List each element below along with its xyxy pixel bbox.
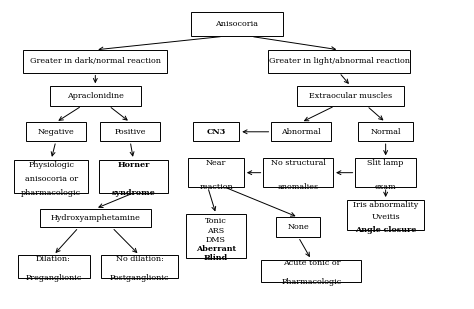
Text: Hydroxyamphetamine: Hydroxyamphetamine bbox=[50, 214, 140, 222]
FancyBboxPatch shape bbox=[18, 255, 90, 278]
Text: Normal: Normal bbox=[370, 128, 401, 136]
FancyBboxPatch shape bbox=[347, 200, 424, 230]
Text: anomalies: anomalies bbox=[278, 183, 319, 191]
Text: Physiologic: Physiologic bbox=[28, 161, 74, 169]
Text: Pharmacologic: Pharmacologic bbox=[281, 278, 341, 286]
FancyBboxPatch shape bbox=[356, 158, 416, 187]
Text: No structural: No structural bbox=[271, 159, 326, 167]
FancyBboxPatch shape bbox=[40, 209, 151, 227]
Text: CN3: CN3 bbox=[207, 128, 226, 136]
Text: Anisocoria: Anisocoria bbox=[216, 20, 258, 28]
Text: None: None bbox=[287, 223, 309, 231]
FancyBboxPatch shape bbox=[358, 122, 413, 141]
Text: Greater in dark/normal reaction: Greater in dark/normal reaction bbox=[30, 57, 161, 65]
FancyBboxPatch shape bbox=[101, 255, 178, 278]
FancyBboxPatch shape bbox=[261, 260, 361, 282]
Text: Acute tonic or: Acute tonic or bbox=[283, 259, 340, 267]
Text: Iris abnormality: Iris abnormality bbox=[353, 201, 418, 209]
FancyBboxPatch shape bbox=[188, 158, 244, 187]
FancyBboxPatch shape bbox=[268, 50, 410, 73]
Text: Postganglionic: Postganglionic bbox=[109, 274, 169, 282]
Text: Uveitis: Uveitis bbox=[371, 214, 400, 222]
FancyBboxPatch shape bbox=[100, 122, 160, 141]
Text: Negative: Negative bbox=[37, 128, 74, 136]
Text: Near: Near bbox=[206, 159, 226, 167]
Text: reaction: reaction bbox=[199, 183, 233, 191]
Text: Aberrant: Aberrant bbox=[196, 245, 236, 253]
Text: Dilation:: Dilation: bbox=[36, 255, 71, 263]
Text: Abnormal: Abnormal bbox=[281, 128, 321, 136]
Text: Blind: Blind bbox=[204, 254, 228, 262]
FancyBboxPatch shape bbox=[272, 122, 331, 141]
Text: pharmacologic: pharmacologic bbox=[21, 189, 81, 197]
Text: Preganglionic: Preganglionic bbox=[25, 274, 82, 282]
FancyBboxPatch shape bbox=[186, 214, 246, 258]
Text: DMS: DMS bbox=[206, 236, 226, 244]
Text: Slit lamp: Slit lamp bbox=[367, 159, 404, 167]
FancyBboxPatch shape bbox=[276, 217, 320, 237]
Text: Apraclonidine: Apraclonidine bbox=[67, 92, 124, 100]
FancyBboxPatch shape bbox=[50, 86, 141, 106]
Text: exam: exam bbox=[375, 183, 396, 191]
FancyBboxPatch shape bbox=[99, 160, 168, 193]
Text: Extraocular muscles: Extraocular muscles bbox=[309, 92, 392, 100]
Text: Greater in light/abnormal reaction: Greater in light/abnormal reaction bbox=[269, 57, 410, 65]
Text: Tonic: Tonic bbox=[205, 217, 227, 225]
Text: anisocoria or: anisocoria or bbox=[25, 175, 78, 183]
Text: No dilation:: No dilation: bbox=[116, 255, 164, 263]
Text: Positive: Positive bbox=[114, 128, 146, 136]
Text: Horner: Horner bbox=[117, 161, 150, 169]
FancyBboxPatch shape bbox=[23, 50, 167, 73]
Text: ARS: ARS bbox=[208, 226, 225, 235]
FancyBboxPatch shape bbox=[264, 158, 333, 187]
FancyBboxPatch shape bbox=[15, 160, 88, 193]
FancyBboxPatch shape bbox=[193, 122, 239, 141]
FancyBboxPatch shape bbox=[191, 12, 283, 36]
Text: syndrome: syndrome bbox=[111, 189, 155, 197]
Text: Angle closure: Angle closure bbox=[355, 226, 416, 234]
FancyBboxPatch shape bbox=[297, 86, 404, 106]
FancyBboxPatch shape bbox=[26, 122, 86, 141]
